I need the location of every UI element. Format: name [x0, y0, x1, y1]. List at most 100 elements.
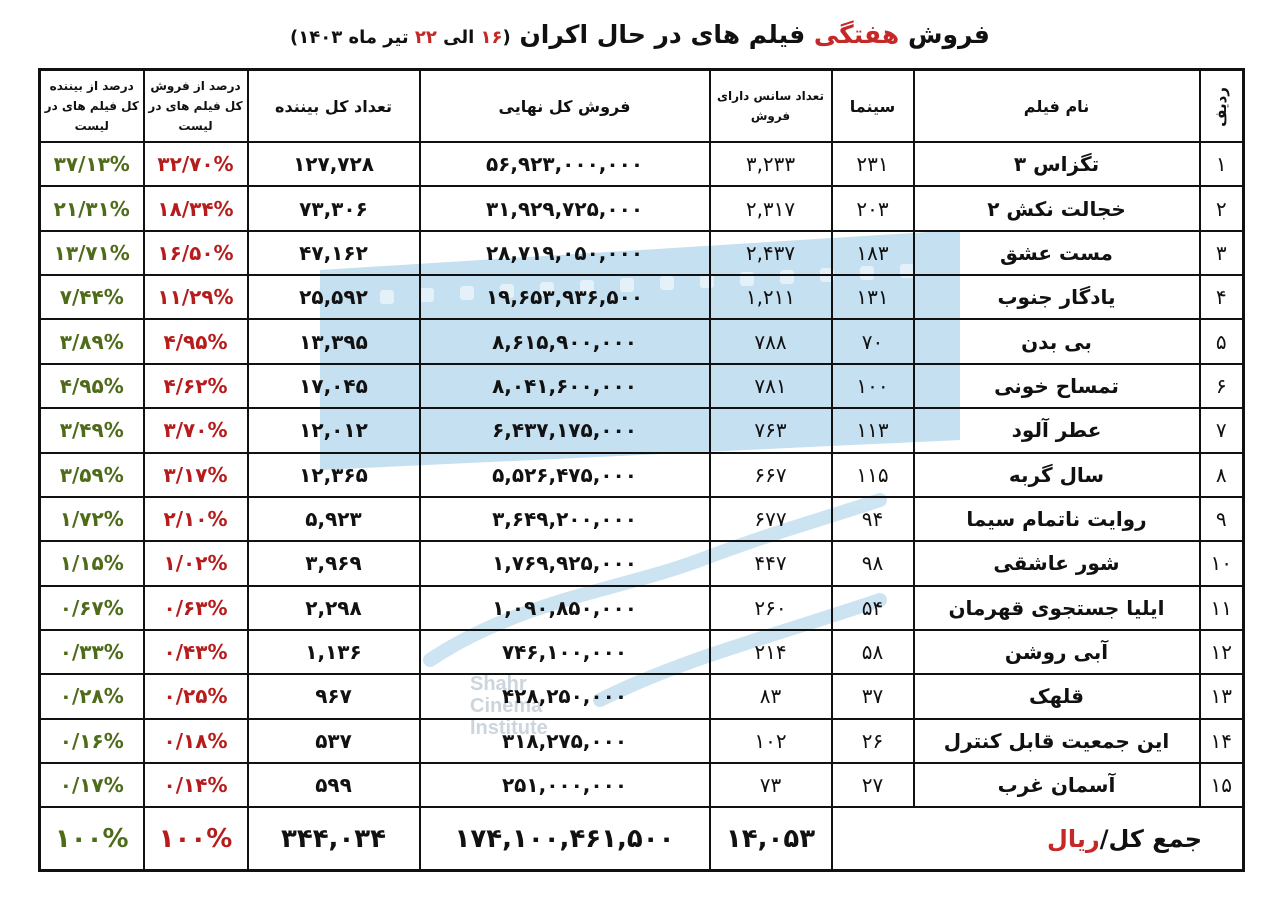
viewer-count: ۹۶۷	[246, 673, 421, 720]
session-count: ۲۶۰	[708, 584, 833, 631]
viewer-count: ۳,۹۶۹	[246, 540, 421, 587]
total-unit: ریال	[1047, 824, 1100, 853]
table-row: ۸ سال گربه ۱۱۵ ۶۶۷ ۵,۵۲۶,۴۷۵,۰۰۰ ۱۲,۳۶۵ ۳/۱۷% ۳…	[38, 451, 1245, 498]
film-name: شور عاشقی	[912, 540, 1201, 587]
total-sales-value: ۵۶,۹۲۳,۰۰۰,۰۰۰	[418, 140, 711, 188]
film-name: سال گربه	[912, 451, 1201, 498]
cinema-count: ۲۳۱	[830, 140, 915, 188]
total-sales-value: ۳,۶۴۹,۲۰۰,۰۰۰	[418, 495, 711, 543]
row-number: ۱۴	[1198, 717, 1245, 765]
session-count: ۲,۴۳۷	[708, 229, 833, 277]
pct-viewers: ۴/۹۵%	[38, 362, 145, 410]
header-cinemas: سینما	[830, 68, 915, 143]
cinema-count: ۱۰۰	[830, 362, 915, 410]
table-row: ۱۰ شور عاشقی ۹۸ ۴۴۷ ۱,۷۶۹,۹۲۵,۰۰۰ ۳,۹۶۹ ۱/۰۲% ۱…	[38, 540, 1245, 587]
film-name: بی بدن	[912, 318, 1201, 365]
session-count: ۲۱۴	[708, 628, 833, 676]
title-highlight: هفتگی	[813, 20, 900, 49]
header-pct-viewers: درصد از بیننده کل فیلم های در لیست	[38, 68, 145, 143]
table-row: ۵ بی بدن ۷۰ ۷۸۸ ۸,۶۱۵,۹۰۰,۰۰۰ ۱۳,۳۹۵ ۴/۹۵% ۳/۸۹…	[38, 318, 1245, 365]
viewer-count: ۱,۱۳۶	[246, 628, 421, 676]
range-from-day: ۱۶	[480, 27, 503, 48]
film-name: عطر آلود	[912, 407, 1201, 454]
cinema-count: ۱۱۳	[830, 407, 915, 454]
total-sales-value: ۱۹,۶۵۳,۹۳۶,۵۰۰	[418, 274, 711, 321]
title-date-range: (۱۶ الی ۲۲ تیر ماه ۱۴۰۳)	[290, 27, 511, 48]
viewer-count: ۴۷,۱۶۲	[246, 229, 421, 277]
viewer-count: ۷۳,۳۰۶	[246, 185, 421, 232]
sales-table: ردیف نام فیلم سینما تعداد سانس دارای فرو…	[38, 68, 1245, 872]
session-count: ۷۳	[708, 762, 833, 809]
pct-sales: ۱۶/۵۰%	[142, 229, 249, 277]
pct-viewers: ۱/۷۲%	[38, 495, 145, 543]
cinema-count: ۲۶	[830, 717, 915, 765]
viewer-count: ۱۲,۰۱۲	[246, 407, 421, 454]
header-film: نام فیلم	[912, 68, 1201, 143]
film-name: مست عشق	[912, 229, 1201, 277]
header-row: ردیف نام فیلم سینما تعداد سانس دارای فرو…	[38, 68, 1245, 143]
viewer-count: ۲,۲۹۸	[246, 584, 421, 631]
pct-sales: ۲/۱۰%	[142, 495, 249, 543]
session-count: ۷۸۱	[708, 362, 833, 410]
total-sales-value: ۳۱۸,۲۷۵,۰۰۰	[418, 717, 711, 765]
cinema-count: ۵۴	[830, 584, 915, 631]
table-row: ۱۲ آبی روشن ۵۸ ۲۱۴ ۷۴۶,۱۰۰,۰۰۰ ۱,۱۳۶ ۰/۴۳% ۰/۳۳…	[38, 628, 1245, 676]
pct-viewers: ۲۱/۳۱%	[38, 185, 145, 232]
film-name: تمساح خونی	[912, 362, 1201, 410]
pct-viewers: ۳/۵۹%	[38, 451, 145, 498]
table-row: ۱ تگزاس ۳ ۲۳۱ ۳,۲۳۳ ۵۶,۹۲۳,۰۰۰,۰۰۰ ۱۲۷,۷۲۸ ۳۲/…	[38, 140, 1245, 188]
viewer-count: ۱۷,۰۴۵	[246, 362, 421, 410]
viewer-count: ۵۹۹	[246, 762, 421, 809]
table-row: ۱۳ قلهک ۳۷ ۸۳ ۴۲۸,۲۵۰,۰۰۰ ۹۶۷ ۰/۲۵% ۰/۲۸%	[38, 673, 1245, 720]
row-number: ۵	[1198, 318, 1245, 365]
session-count: ۴۴۷	[708, 540, 833, 587]
total-label: جمع کل/	[1099, 824, 1202, 853]
cinema-count: ۲۷	[830, 762, 915, 809]
total-sales: ۱۷۴,۱۰۰,۴۶۱,۵۰۰	[418, 806, 711, 872]
film-name: این جمعیت قابل کنترل	[912, 717, 1201, 765]
row-number: ۲	[1198, 185, 1245, 232]
session-count: ۸۳	[708, 673, 833, 720]
range-month: تیر ماه	[342, 27, 415, 48]
table-row: ۶ تمساح خونی ۱۰۰ ۷۸۱ ۸,۰۴۱,۶۰۰,۰۰۰ ۱۷,۰۴۵ ۴/۶۲…	[38, 362, 1245, 410]
table-row: ۲ خجالت نکش ۲ ۲۰۳ ۲,۳۱۷ ۳۱,۹۲۹,۷۲۵,۰۰۰ ۷۳,۳۰۶…	[38, 185, 1245, 232]
cinema-count: ۹۸	[830, 540, 915, 587]
viewer-count: ۱۲۷,۷۲۸	[246, 140, 421, 188]
viewer-count: ۱۲,۳۶۵	[246, 451, 421, 498]
session-count: ۷۸۸	[708, 318, 833, 365]
title-rest: فیلم های در حال اکران	[510, 20, 814, 49]
total-sales-value: ۲۸,۷۱۹,۰۵۰,۰۰۰	[418, 229, 711, 277]
table-row: ۳ مست عشق ۱۸۳ ۲,۴۳۷ ۲۸,۷۱۹,۰۵۰,۰۰۰ ۴۷,۱۶۲ ۱۶/۵…	[38, 229, 1245, 277]
cinema-count: ۲۰۳	[830, 185, 915, 232]
header-viewers: تعداد کل بیننده	[246, 68, 421, 143]
header-pct-sales: درصد از فروش کل فیلم های در لیست	[142, 68, 249, 143]
range-open: (	[502, 27, 511, 48]
table-row: ۴ یادگار جنوب ۱۳۱ ۱,۲۱۱ ۱۹,۶۵۳,۹۳۶,۵۰۰ ۲۵,۵۹۲…	[38, 274, 1245, 321]
row-number: ۳	[1198, 229, 1245, 277]
pct-viewers: ۰/۱۶%	[38, 717, 145, 765]
pct-viewers: ۰/۶۷%	[38, 584, 145, 631]
session-count: ۷۶۳	[708, 407, 833, 454]
total-sessions: ۱۴,۰۵۳	[708, 806, 833, 872]
session-count: ۶۶۷	[708, 451, 833, 498]
film-name: یادگار جنوب	[912, 274, 1201, 321]
cinema-count: ۷۰	[830, 318, 915, 365]
pct-viewers: ۳/۸۹%	[38, 318, 145, 365]
session-count: ۲,۳۱۷	[708, 185, 833, 232]
row-number: ۱۲	[1198, 628, 1245, 676]
range-close: )	[290, 27, 299, 48]
film-name: تگزاس ۳	[912, 140, 1201, 188]
row-number: ۱۳	[1198, 673, 1245, 720]
pct-sales: ۱۱/۲۹%	[142, 274, 249, 321]
range-mid: الی	[436, 27, 481, 48]
pct-sales: ۴/۹۵%	[142, 318, 249, 365]
total-row: جمع کل/ریال ۱۴,۰۵۳ ۱۷۴,۱۰۰,۴۶۱,۵۰۰ ۳۴۴,۰…	[38, 806, 1245, 872]
total-label-cell: جمع کل/ریال	[830, 806, 1245, 872]
film-name: ایلیا جستجوی قهرمان	[912, 584, 1201, 631]
total-sales-value: ۴۲۸,۲۵۰,۰۰۰	[418, 673, 711, 720]
total-viewers: ۳۴۴,۰۳۴	[246, 806, 421, 872]
pct-sales: ۳/۷۰%	[142, 407, 249, 454]
header-sales: فروش کل نهایی	[418, 68, 711, 143]
total-sales-value: ۸,۰۴۱,۶۰۰,۰۰۰	[418, 362, 711, 410]
pct-viewers: ۳۷/۱۳%	[38, 140, 145, 188]
